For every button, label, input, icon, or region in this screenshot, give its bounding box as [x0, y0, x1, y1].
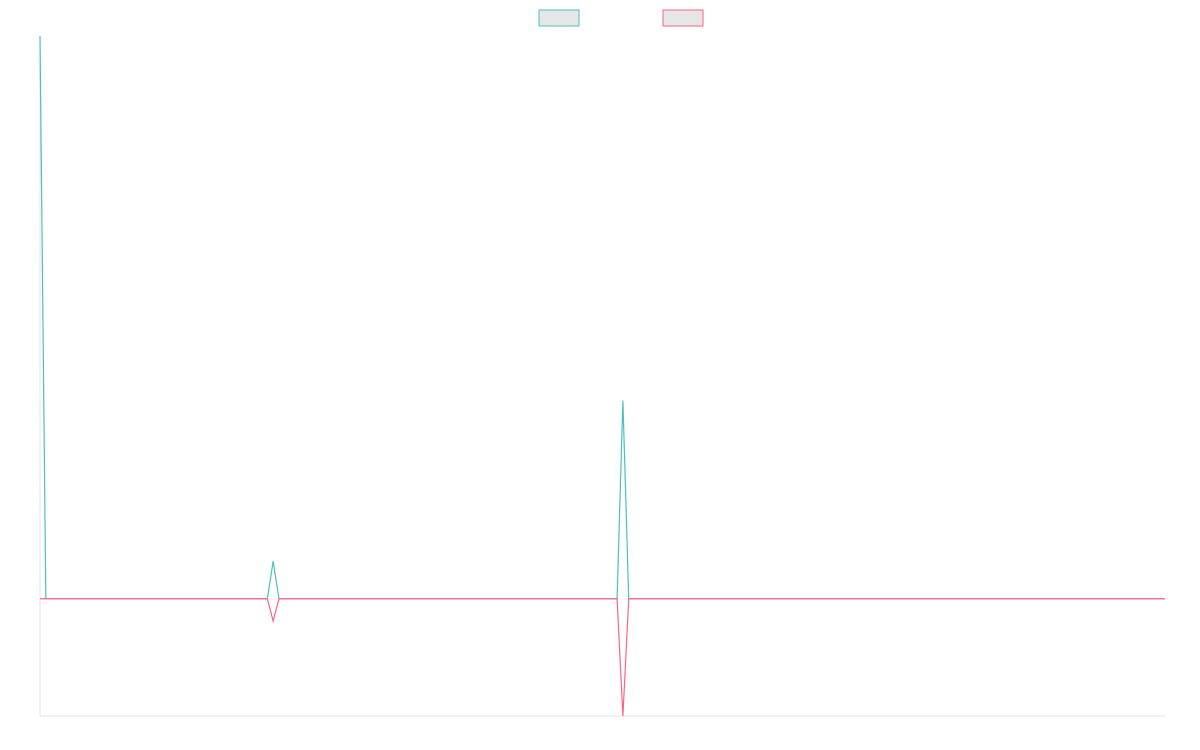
series-line-1 — [39, 35, 1165, 600]
legend-swatch-2[interactable] — [662, 9, 704, 27]
series-lines — [39, 35, 1165, 717]
legend-swatch-1[interactable] — [538, 9, 580, 27]
series-line-2 — [40, 598, 1165, 717]
legend — [538, 9, 704, 27]
axes — [39, 36, 1165, 717]
